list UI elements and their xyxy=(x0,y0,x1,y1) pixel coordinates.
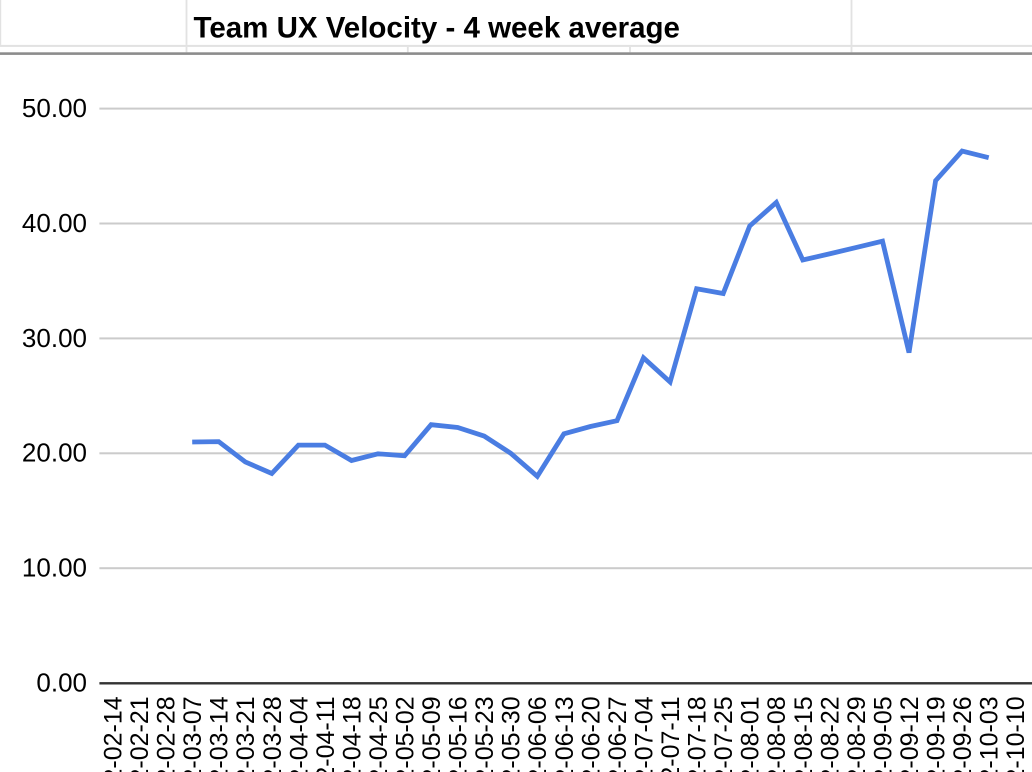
svg-text:2022-04-25: 2022-04-25 xyxy=(365,696,393,772)
svg-text:2022-02-28: 2022-02-28 xyxy=(153,696,181,772)
svg-text:2022-10-03: 2022-10-03 xyxy=(976,696,1004,772)
svg-text:30.00: 30.00 xyxy=(22,323,87,353)
svg-text:2022-05-16: 2022-05-16 xyxy=(445,696,473,772)
svg-text:2022-02-14: 2022-02-14 xyxy=(100,696,128,772)
svg-text:2022-08-15: 2022-08-15 xyxy=(790,696,818,772)
svg-text:40.00: 40.00 xyxy=(22,208,87,238)
svg-text:2022-08-29: 2022-08-29 xyxy=(843,696,871,772)
svg-text:2022-08-01: 2022-08-01 xyxy=(737,696,765,772)
svg-text:2022-04-11: 2022-04-11 xyxy=(312,696,340,772)
svg-text:2022-04-18: 2022-04-18 xyxy=(338,696,366,772)
svg-text:2022-03-28: 2022-03-28 xyxy=(259,696,287,772)
svg-text:2022-03-21: 2022-03-21 xyxy=(232,696,260,772)
svg-text:2022-06-13: 2022-06-13 xyxy=(551,696,579,772)
svg-text:2022-05-23: 2022-05-23 xyxy=(471,696,499,772)
svg-text:2022-07-04: 2022-07-04 xyxy=(631,696,659,772)
svg-text:0.00: 0.00 xyxy=(36,668,87,698)
svg-text:Team UX Velocity - 4 week aver: Team UX Velocity - 4 week average xyxy=(194,12,680,45)
svg-text:2022-10-17: 2022-10-17 xyxy=(1029,696,1032,772)
svg-text:10.00: 10.00 xyxy=(22,553,87,583)
svg-text:2022-10-10: 2022-10-10 xyxy=(1002,696,1030,772)
svg-text:2022-04-04: 2022-04-04 xyxy=(285,696,313,772)
svg-text:2022-07-25: 2022-07-25 xyxy=(710,696,738,772)
svg-text:2022-09-05: 2022-09-05 xyxy=(869,696,897,772)
svg-text:2022-07-18: 2022-07-18 xyxy=(684,696,712,772)
svg-text:2022-06-27: 2022-06-27 xyxy=(604,696,632,772)
svg-text:2022-08-08: 2022-08-08 xyxy=(763,696,791,772)
svg-text:2022-02-21: 2022-02-21 xyxy=(126,696,154,772)
svg-text:2022-07-11: 2022-07-11 xyxy=(657,696,685,772)
svg-text:2022-05-02: 2022-05-02 xyxy=(392,696,420,772)
svg-text:2022-09-19: 2022-09-19 xyxy=(923,696,951,772)
svg-text:50.00: 50.00 xyxy=(22,93,87,123)
svg-text:2022-05-30: 2022-05-30 xyxy=(498,696,526,772)
svg-text:2022-05-09: 2022-05-09 xyxy=(418,696,446,772)
svg-text:2022-06-06: 2022-06-06 xyxy=(524,696,552,772)
svg-text:2022-03-07: 2022-03-07 xyxy=(179,696,207,772)
svg-text:2022-03-14: 2022-03-14 xyxy=(206,696,234,772)
svg-text:2022-08-22: 2022-08-22 xyxy=(816,696,844,772)
svg-text:2022-09-26: 2022-09-26 xyxy=(949,696,977,772)
svg-text:2022-09-12: 2022-09-12 xyxy=(896,696,924,772)
svg-text:2022-06-20: 2022-06-20 xyxy=(577,696,605,772)
svg-text:20.00: 20.00 xyxy=(22,438,87,468)
